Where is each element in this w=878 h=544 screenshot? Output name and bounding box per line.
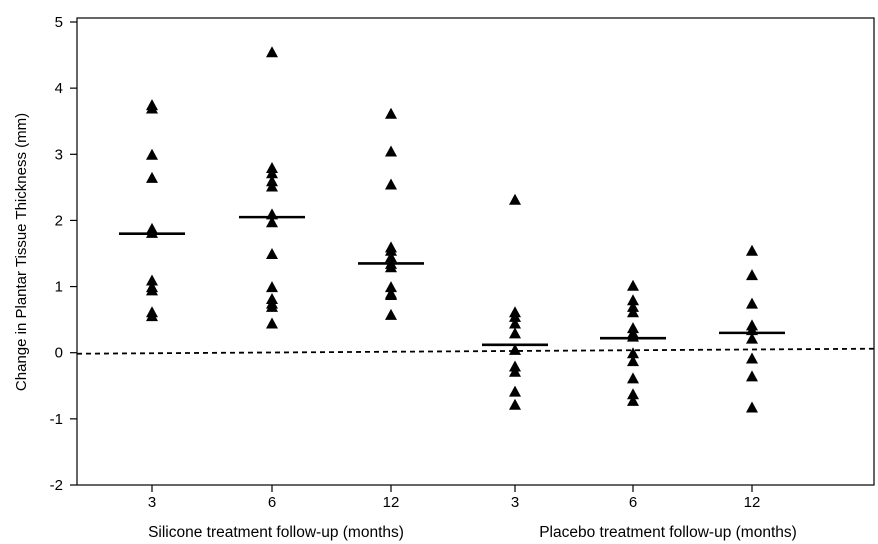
data-point-triangle bbox=[385, 145, 397, 157]
data-point-triangle bbox=[746, 269, 758, 281]
data-point-triangle bbox=[146, 226, 158, 238]
data-point-triangle bbox=[509, 398, 521, 410]
data-point-triangle bbox=[385, 261, 397, 273]
plot-frame bbox=[76, 17, 875, 486]
data-point-triangle bbox=[627, 388, 639, 400]
data-point-triangle bbox=[146, 171, 158, 183]
data-point-triangle bbox=[746, 401, 758, 413]
data-point-triangle bbox=[746, 297, 758, 309]
data-point-triangle bbox=[266, 167, 278, 179]
data-point-triangle bbox=[509, 193, 521, 205]
data-point-triangle bbox=[385, 178, 397, 190]
y-tick-label: -2 bbox=[50, 477, 63, 494]
data-point-triangle bbox=[385, 308, 397, 320]
data-point-triangle bbox=[746, 244, 758, 256]
data-point-triangle bbox=[266, 46, 278, 58]
y-tick-label: 0 bbox=[55, 345, 63, 362]
data-point-triangle bbox=[627, 279, 639, 291]
data-point-triangle bbox=[627, 372, 639, 384]
data-point-triangle bbox=[146, 274, 158, 286]
y-tick-label: 4 bbox=[55, 80, 63, 97]
x-tick-label: 3 bbox=[148, 494, 156, 511]
zero-reference-line bbox=[76, 347, 875, 355]
data-point-triangle bbox=[385, 251, 397, 263]
y-tick-label: 5 bbox=[55, 14, 63, 31]
x-tick-label: 3 bbox=[511, 494, 519, 511]
data-point-triangle bbox=[146, 284, 158, 296]
data-point-triangle bbox=[509, 365, 521, 377]
data-point-triangle bbox=[385, 289, 397, 301]
data-point-triangle bbox=[627, 294, 639, 306]
data-point-triangle bbox=[509, 343, 521, 355]
x-tick-label: 6 bbox=[268, 494, 276, 511]
data-point-triangle bbox=[627, 347, 639, 359]
data-point-triangle bbox=[266, 180, 278, 192]
data-point-triangle bbox=[746, 370, 758, 382]
x-tick-label: 6 bbox=[629, 494, 637, 511]
data-point-triangle bbox=[627, 355, 639, 367]
x-tick-label: 12 bbox=[383, 494, 400, 511]
data-point-triangle bbox=[746, 332, 758, 344]
data-point-triangle bbox=[385, 244, 397, 256]
data-point-triangle bbox=[509, 317, 521, 329]
data-point-triangle bbox=[509, 310, 521, 322]
y-tick-label: 1 bbox=[55, 279, 63, 296]
placebo-group-title: Placebo treatment follow-up (months) bbox=[539, 524, 797, 541]
data-point-triangle bbox=[509, 327, 521, 339]
data-point-triangle bbox=[266, 281, 278, 293]
data-point-triangle bbox=[746, 352, 758, 364]
y-tick-label: -1 bbox=[50, 411, 63, 428]
data-point-triangle bbox=[146, 310, 158, 322]
data-point-triangle bbox=[266, 216, 278, 228]
data-point-triangle bbox=[266, 248, 278, 259]
data-point-triangle bbox=[146, 102, 158, 114]
data-point-triangle bbox=[385, 281, 397, 293]
data-point-triangle bbox=[385, 107, 397, 119]
data-point-triangle bbox=[266, 317, 278, 329]
y-tick-label: 3 bbox=[55, 146, 63, 163]
data-point-triangle bbox=[146, 148, 158, 160]
y-axis-title: Change in Plantar Tissue Thickness (mm) bbox=[13, 113, 30, 391]
data-point-triangle bbox=[266, 300, 278, 312]
data-point-triangle bbox=[509, 385, 521, 397]
x-tick-label: 12 bbox=[744, 494, 761, 511]
y-tick-label: 2 bbox=[55, 212, 63, 229]
data-point-triangle bbox=[627, 394, 639, 406]
silicone-group-title: Silicone treatment follow-up (months) bbox=[148, 524, 404, 541]
data-point-triangle bbox=[627, 306, 639, 318]
